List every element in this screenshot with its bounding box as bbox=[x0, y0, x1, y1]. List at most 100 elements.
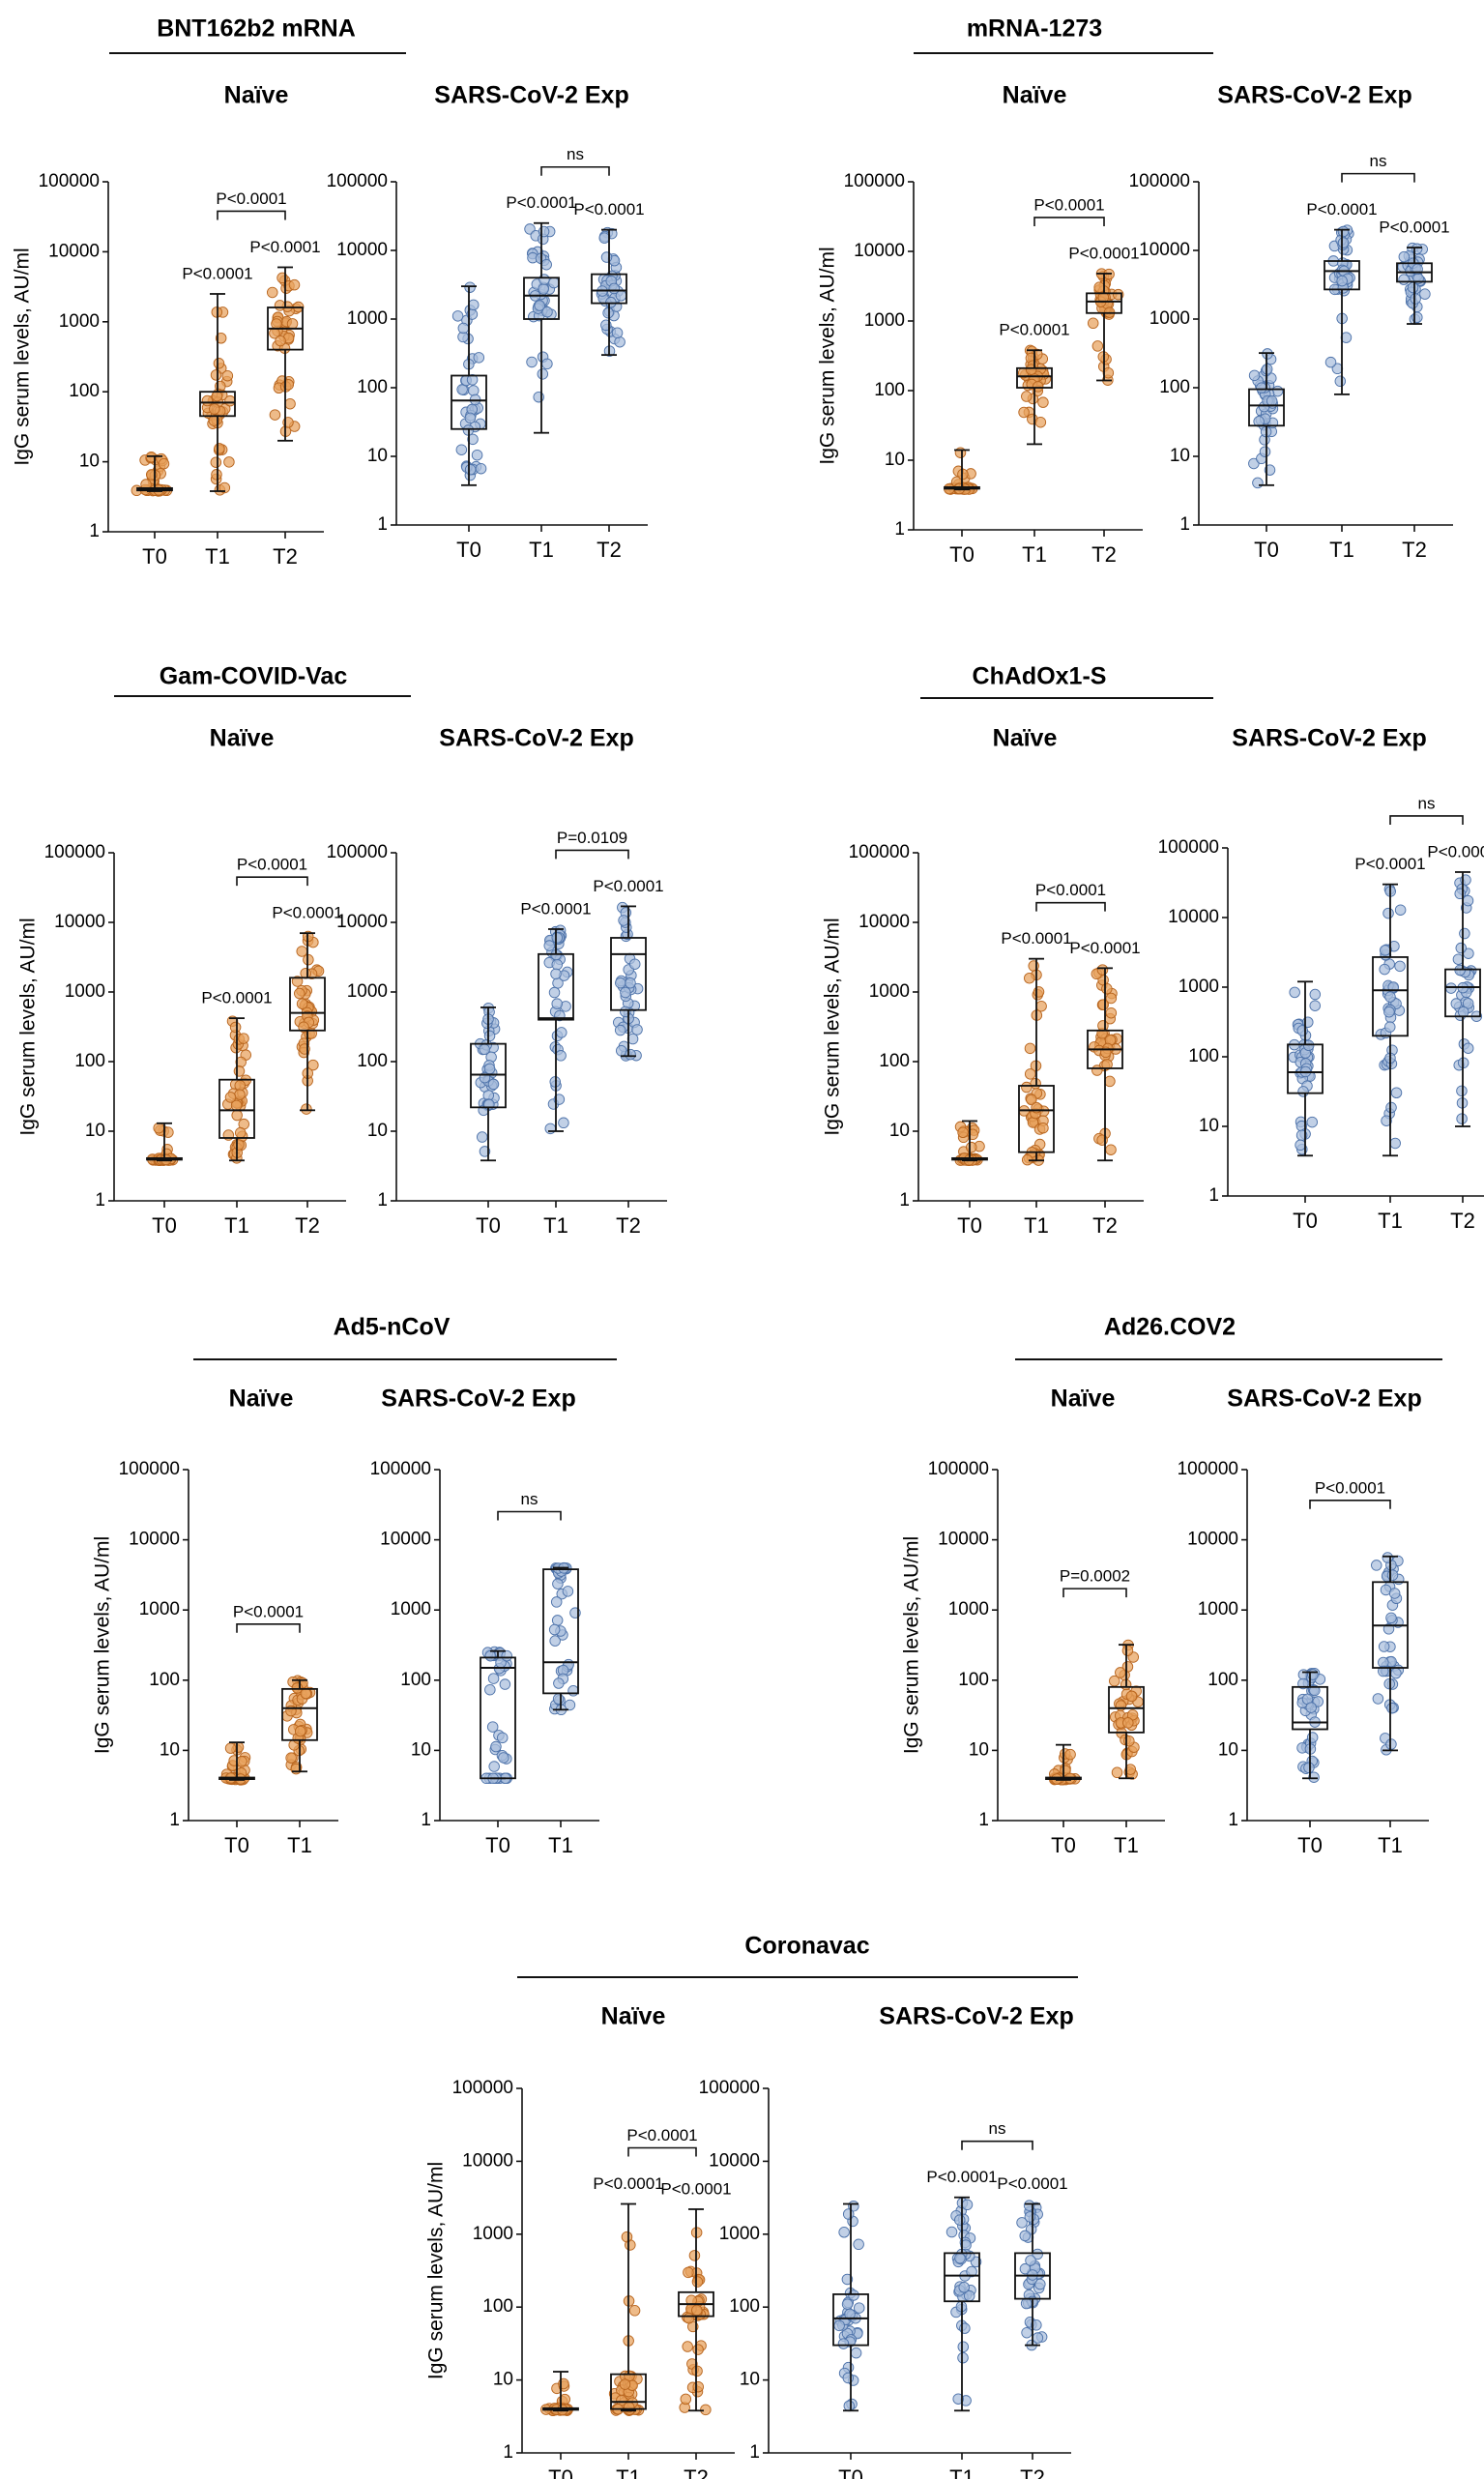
data-point bbox=[1337, 225, 1350, 238]
data-point bbox=[210, 456, 222, 468]
y-tick-label: 100 bbox=[149, 1670, 180, 1690]
data-point bbox=[1336, 275, 1348, 287]
data-point bbox=[692, 2380, 704, 2393]
data-point bbox=[1297, 1086, 1309, 1097]
data-point bbox=[1306, 1116, 1319, 1128]
vaccine-block: Ad26.COV2 Naïve SARS-CoV-2 Exp 1 10 100 1000 10… bbox=[901, 1314, 1442, 1857]
data-point bbox=[625, 1048, 636, 1061]
data-point bbox=[842, 2372, 855, 2384]
data-point bbox=[1385, 1101, 1397, 1114]
x-category-label: T0 bbox=[456, 538, 481, 562]
comparison-label: P<0.0001 bbox=[1354, 855, 1425, 873]
data-point bbox=[1309, 988, 1322, 1001]
group-title-exp: SARS-CoV-2 Exp bbox=[879, 2003, 1073, 2030]
data-point bbox=[471, 449, 483, 461]
data-point bbox=[499, 1678, 511, 1690]
y-tick-label: 10 bbox=[1170, 446, 1190, 466]
y-tick-label: 10 bbox=[79, 452, 100, 472]
vaccine-block: mRNA-1273 Naïve SARS-CoV-2 Exp 1 10 100 1000 10… bbox=[817, 15, 1453, 567]
data-point bbox=[618, 915, 629, 926]
data-point bbox=[1121, 1645, 1134, 1656]
data-point bbox=[294, 987, 306, 1000]
data-point bbox=[1024, 1068, 1036, 1080]
y-tick-label: 100 bbox=[1208, 1670, 1238, 1690]
group-title-naive: Naïve bbox=[224, 82, 289, 109]
y-tick-label: 1 bbox=[89, 521, 100, 541]
data-point bbox=[1385, 1738, 1397, 1750]
data-point bbox=[1398, 274, 1410, 285]
data-point bbox=[957, 1126, 969, 1139]
data-point bbox=[833, 2319, 845, 2332]
data-point bbox=[498, 1752, 509, 1764]
data-point bbox=[1248, 457, 1260, 470]
x-category-label: T2 bbox=[1450, 1209, 1475, 1233]
chart-panel: 1 10 100 1000 10000 100000 IgG serum levels, A… bbox=[92, 1459, 338, 1857]
comparison-label: P<0.0001 bbox=[626, 2126, 697, 2144]
data-point bbox=[550, 968, 562, 980]
data-point bbox=[533, 391, 544, 403]
box-iqr bbox=[1372, 956, 1409, 1037]
y-tick-label: 10000 bbox=[854, 241, 905, 261]
comparison-label: P=0.0002 bbox=[1060, 1567, 1130, 1586]
data-point bbox=[1305, 1702, 1317, 1713]
box-iqr bbox=[451, 374, 487, 430]
y-tick-label: 1000 bbox=[473, 2224, 513, 2244]
data-point bbox=[1259, 446, 1271, 457]
data-point bbox=[1378, 1641, 1390, 1652]
data-point bbox=[526, 356, 538, 368]
data-point bbox=[1105, 992, 1118, 1005]
data-point bbox=[1020, 2297, 1033, 2310]
x-category-label: T2 bbox=[1092, 1213, 1118, 1238]
data-point bbox=[628, 2305, 641, 2317]
comparison-bracket bbox=[1309, 1499, 1391, 1509]
x-category-label: T1 bbox=[1378, 1209, 1403, 1233]
data-point bbox=[284, 397, 296, 410]
data-point bbox=[488, 1761, 500, 1772]
y-tick-label: 1000 bbox=[347, 981, 388, 1002]
data-point bbox=[548, 277, 560, 289]
comparison-label: P<0.0001 bbox=[520, 899, 591, 918]
data-point bbox=[552, 1578, 564, 1589]
x-category-label: T1 bbox=[205, 544, 230, 569]
data-point bbox=[1087, 317, 1099, 330]
data-point bbox=[224, 1092, 237, 1103]
y-tick-label: 1 bbox=[978, 1810, 989, 1830]
data-point bbox=[210, 369, 222, 381]
y-tick-label: 1 bbox=[95, 1190, 105, 1210]
comparison-label: P<0.0001 bbox=[1035, 881, 1106, 899]
comparison-label: P<0.0001 bbox=[997, 2174, 1067, 2193]
group-title-exp: SARS-CoV-2 Exp bbox=[1217, 82, 1411, 109]
vaccine-title: Ad26.COV2 bbox=[1104, 1314, 1236, 1341]
comparison-label: P<0.0001 bbox=[593, 2174, 663, 2193]
box-iqr bbox=[591, 273, 627, 305]
data-point bbox=[457, 322, 470, 335]
data-point bbox=[1115, 1667, 1126, 1678]
chart-panel: 1 10 100 1000 10000 100000 T0 T1 P<0.0001 bbox=[1178, 1459, 1429, 1857]
data-point bbox=[211, 469, 222, 481]
comparison-label: P<0.0001 bbox=[201, 989, 272, 1007]
data-point bbox=[688, 2250, 701, 2261]
data-point bbox=[1371, 1560, 1382, 1571]
data-point bbox=[300, 1687, 312, 1700]
data-point bbox=[1450, 998, 1463, 1009]
data-point bbox=[958, 2281, 970, 2293]
x-category-label: T1 bbox=[1329, 538, 1354, 562]
y-tick-label: 10 bbox=[493, 2370, 513, 2390]
data-point bbox=[691, 2276, 704, 2288]
x-category-label: T1 bbox=[1024, 1213, 1049, 1238]
data-point bbox=[1025, 2255, 1036, 2266]
data-point bbox=[466, 374, 479, 386]
y-tick-label: 10 bbox=[1199, 1116, 1219, 1136]
data-point bbox=[1386, 1569, 1399, 1581]
data-point bbox=[1385, 1612, 1397, 1624]
chart-panel: 1 10 100 1000 10000 100000 IgG serum levels, A… bbox=[817, 171, 1143, 567]
comparison-label: P<0.0001 bbox=[660, 2179, 731, 2198]
chart-panel: 1 10 100 1000 10000 100000 T0 T1 T2 P<0.0001P<0.0… bbox=[327, 829, 667, 1238]
vaccine-block: Ad5-nCoV Naïve SARS-CoV-2 Exp 1 10 100 1000 100… bbox=[92, 1314, 617, 1857]
y-tick-label: 10000 bbox=[1187, 1530, 1238, 1550]
data-point bbox=[700, 2404, 712, 2416]
data-point bbox=[496, 1732, 509, 1744]
data-point bbox=[221, 369, 234, 382]
comparison-label: P<0.0001 bbox=[506, 193, 576, 212]
